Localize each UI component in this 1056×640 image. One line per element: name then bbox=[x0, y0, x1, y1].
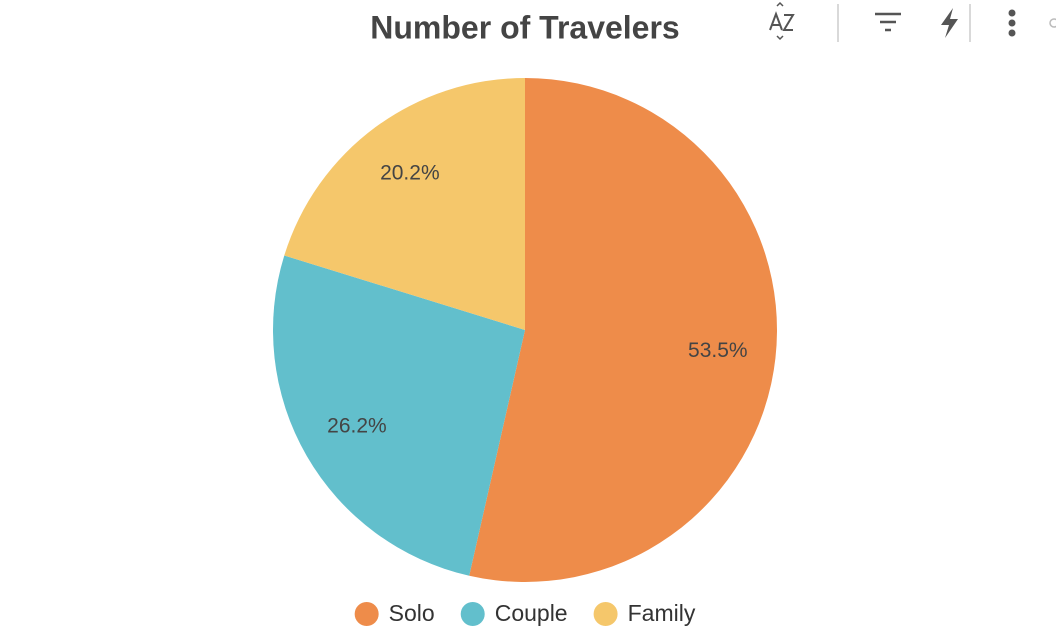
menu-button[interactable] bbox=[1008, 9, 1016, 37]
pie-slice bbox=[469, 78, 777, 582]
pie bbox=[273, 78, 777, 582]
legend-swatch bbox=[460, 602, 485, 626]
legend-item: Family bbox=[593, 600, 696, 626]
legend-item: Solo bbox=[354, 600, 435, 626]
slice-label: 20.2% bbox=[380, 161, 440, 184]
legend-item: Couple bbox=[460, 600, 568, 626]
toolbar bbox=[769, 1, 1056, 42]
legend-swatch bbox=[593, 602, 618, 626]
legend-label: Family bbox=[628, 600, 696, 626]
sort-button[interactable] bbox=[769, 1, 795, 41]
filter-button[interactable] bbox=[875, 12, 901, 32]
more-indicator bbox=[1049, 18, 1056, 28]
legend: Solo Couple Family bbox=[354, 600, 696, 626]
slice-label: 26.2% bbox=[327, 415, 387, 438]
slice-label: 53.5% bbox=[688, 339, 748, 362]
legend-swatch bbox=[354, 602, 379, 626]
pie-slice bbox=[284, 78, 525, 330]
pie-slice bbox=[273, 255, 525, 576]
chart-title: Number of Travelers bbox=[370, 9, 679, 45]
legend-label: Couple bbox=[495, 600, 568, 626]
lightning-button[interactable] bbox=[941, 8, 958, 38]
legend-label: Solo bbox=[389, 600, 435, 626]
